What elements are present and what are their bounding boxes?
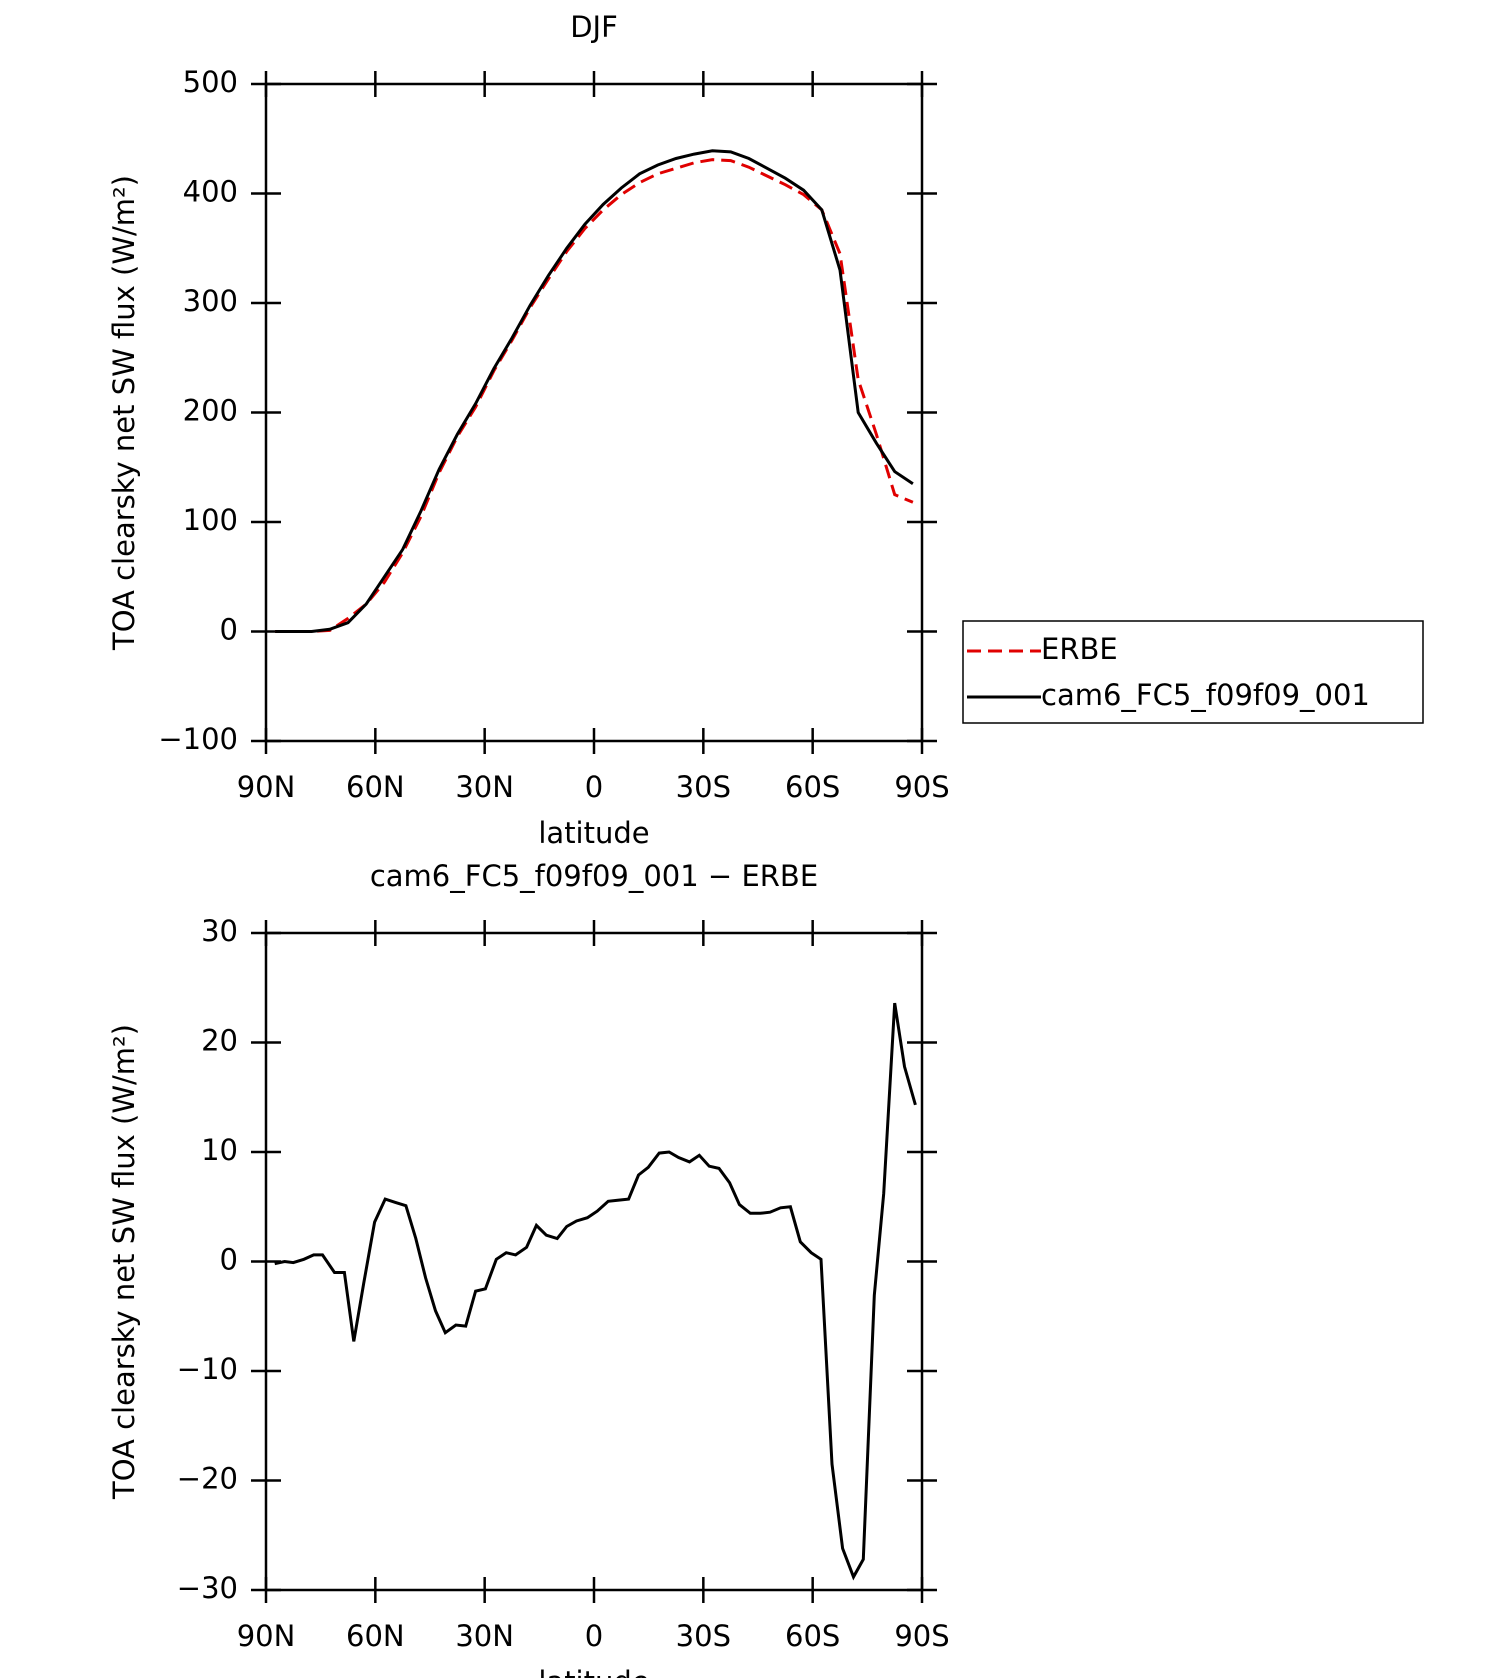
x-tick-label: 0 [585, 770, 603, 804]
data-line [275, 158, 914, 633]
legend-box [962, 620, 1424, 724]
y-tick-label: 100 [183, 503, 238, 537]
x-tick-label: 30N [455, 770, 514, 804]
y-tick-label: −30 [177, 1571, 238, 1605]
y-tick-label: −10 [177, 1352, 238, 1386]
legend-label: cam6_FC5_f09f09_001 [1041, 678, 1370, 712]
y-tick-label: 500 [183, 65, 238, 99]
y-tick-label: 20 [201, 1024, 238, 1058]
y-tick-label: 300 [183, 284, 238, 318]
x-tick-label: 90S [894, 770, 949, 804]
chart-title: cam6_FC5_f09f09_001 − ERBE [370, 859, 818, 893]
plot-frame [264, 931, 924, 1592]
x-tick-label: 0 [585, 1619, 603, 1653]
x-tick-label: 30S [676, 1619, 731, 1653]
y-tick-label: −100 [158, 722, 238, 756]
data-line [274, 1002, 917, 1581]
y-tick-label: 0 [220, 1243, 238, 1277]
x-axis-label: latitude [538, 816, 649, 850]
y-tick-label: 400 [183, 175, 238, 209]
x-tick-label: 60N [346, 1619, 405, 1653]
x-tick-label: 90N [237, 1619, 296, 1653]
x-tick-label: 60N [346, 770, 405, 804]
x-tick-label: 60S [785, 1619, 840, 1653]
x-tick-label: 60S [785, 770, 840, 804]
x-tick-label: 30N [455, 1619, 514, 1653]
x-axis-label: latitude [538, 1665, 649, 1678]
x-tick-label: 30S [676, 770, 731, 804]
x-tick-label: 90N [237, 770, 296, 804]
y-tick-label: 10 [201, 1133, 238, 1167]
chart-title: DJF [570, 10, 618, 44]
y-tick-label: 30 [201, 914, 238, 948]
y-axis-label: TOA clearsky net SW flux (W/m²) [107, 1024, 141, 1500]
y-tick-label: 0 [220, 613, 238, 647]
y-tick-label: −20 [177, 1462, 238, 1496]
data-line [275, 149, 914, 633]
y-tick-label: 200 [183, 394, 238, 428]
legend-label: ERBE [1041, 632, 1118, 666]
plot-frame [264, 82, 924, 743]
x-tick-label: 90S [894, 1619, 949, 1653]
y-axis-label: TOA clearsky net SW flux (W/m²) [107, 175, 141, 651]
